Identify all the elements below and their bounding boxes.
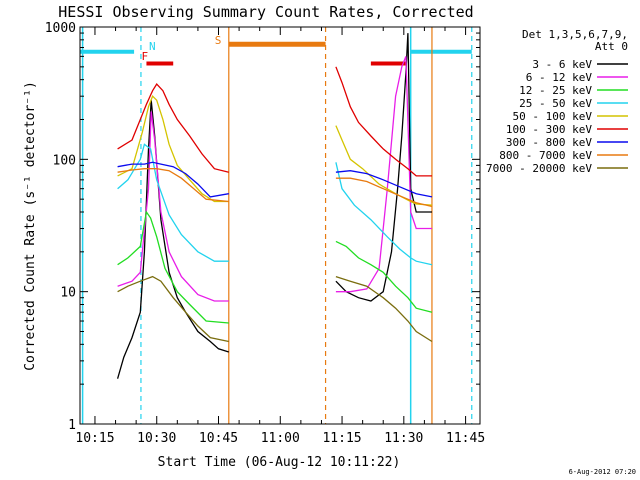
series-line-50-100-kev (117, 95, 229, 203)
y-tick-label: 1 (68, 418, 76, 433)
x-tick-label: 11:45 (446, 431, 485, 446)
legend-label: 100 - 300 keV (506, 123, 592, 136)
legend-label: 300 - 800 keV (506, 136, 592, 149)
series-line-7000-20000-kev (335, 275, 433, 343)
series-line-7000-20000-kev (117, 275, 229, 343)
series-line-12-25-kev (117, 210, 229, 324)
chart-title: HESSI Observing Summary Count Rates, Cor… (58, 3, 473, 21)
x-tick-label: 10:45 (199, 431, 238, 446)
legend-label: 3 - 6 keV (532, 58, 592, 71)
series-line-25-50-kev (117, 143, 229, 262)
x-tick-label: 11:15 (322, 431, 361, 446)
plot-frame (79, 26, 481, 425)
legend-header-line2: Att 0 (595, 40, 628, 53)
annotation-s: S (215, 34, 222, 47)
series-line-300-800-kev (335, 170, 433, 198)
series-line-100-300-kev (117, 83, 229, 173)
series-line-300-800-kev (117, 161, 229, 198)
annotation-n: N (149, 40, 156, 53)
legend-label: 12 - 25 keV (519, 84, 592, 97)
y-axis-label: Corrected Count Rate (s⁻¹ detector⁻¹) (23, 81, 38, 371)
y-tick-label: 10 (60, 286, 76, 301)
legend-label: 50 - 100 keV (513, 110, 593, 123)
series-line-3-6-kev (116, 100, 229, 379)
y-tick-label: 100 (53, 153, 76, 168)
series-line-800-7000-kev (117, 168, 229, 203)
series-line-12-25-kev (335, 240, 433, 313)
series-line-800-7000-kev (335, 177, 433, 208)
y-tick-label: 1000 (45, 21, 76, 36)
series-line-6-12-kev (117, 111, 229, 302)
series-line-100-300-kev (335, 66, 432, 177)
legend-label: 800 - 7000 keV (499, 149, 592, 162)
series-line-3-6-kev (335, 33, 432, 302)
series-line-25-50-kev (335, 162, 433, 266)
series-line-50-100-kev (335, 125, 433, 206)
legend-header-line1: Det 1,3,5,6,7,9, (522, 28, 628, 41)
annotation-f: F (141, 50, 148, 63)
footer-date: 6-Aug-2012 07:20 (569, 468, 636, 476)
x-tick-label: 11:00 (261, 431, 300, 446)
plot-area: NF S 1 10 100 1000 10:15 10:30 10:45 11:00 11:15 11… (45, 21, 485, 446)
legend-label: 6 - 12 keV (526, 71, 593, 84)
x-tick-label: 11:30 (384, 431, 423, 446)
series-line-6-12-kev (335, 56, 432, 293)
x-tick-label: 10:30 (137, 431, 176, 446)
legend-label: 7000 - 20000 keV (486, 162, 592, 175)
x-tick-label: 10:15 (75, 431, 114, 446)
x-axis-label: Start Time (06-Aug-12 10:11:22) (158, 455, 401, 470)
legend-label: 25 - 50 keV (519, 97, 592, 110)
